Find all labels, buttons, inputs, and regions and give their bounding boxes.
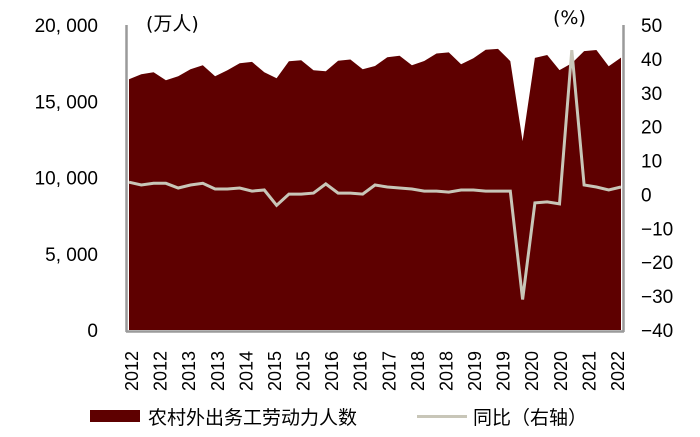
legend-label-workers: 农村外出务工劳动力人数	[148, 406, 358, 429]
area-swatch-icon	[90, 410, 140, 422]
right-axis-ticks: 50 40 30 20 10 0 −10 −20 −30 −40	[641, 16, 673, 342]
right-axis-tick-label: 20	[641, 118, 662, 139]
x-axis-tick-label: 2019	[465, 351, 485, 391]
x-axis-tick-label: 2018	[437, 351, 457, 391]
x-axis-tick-label: 2016	[322, 351, 342, 391]
x-axis-tick-label: 2017	[379, 351, 399, 391]
x-axis-tick-label: 2021	[579, 351, 599, 391]
legend-item-workers: 农村外出务工劳动力人数	[90, 403, 357, 430]
left-axis-tick-label: 10, 000	[35, 169, 98, 190]
legend: 农村外出务工劳动力人数 同比（右轴）	[90, 402, 647, 430]
yoy-line	[128, 49, 622, 300]
right-axis-tick-label: −10	[641, 219, 673, 240]
right-axis-tick-label: −30	[641, 287, 673, 308]
x-axis-tick-label: 2016	[351, 351, 371, 391]
x-axis-tick-label: 2022	[608, 351, 628, 391]
right-axis-tick-label: 30	[641, 84, 662, 105]
x-axis-tick-label: 2015	[265, 351, 285, 391]
left-axis-tick-label: 5, 000	[45, 245, 98, 266]
x-axis-ticks: 2012 2012 2013 2013 2014 2015 2015 2016 2016 2017…	[122, 351, 628, 391]
x-axis-tick-label: 2018	[408, 351, 428, 391]
left-axis-tick-label: 0	[87, 321, 98, 342]
x-axis-tick-label: 2020	[522, 351, 542, 391]
right-axis-tick-label: 50	[641, 16, 662, 37]
left-axis-tick-label: 15, 000	[35, 92, 98, 113]
line-swatch-icon	[417, 414, 468, 418]
x-axis-tick-label: 2020	[551, 351, 571, 391]
migrant-workers-area	[129, 48, 621, 331]
left-axis-tick-label: 20, 000	[35, 16, 98, 37]
left-axis-ticks: 20, 000 15, 000 10, 000 5, 000 0	[35, 16, 98, 342]
x-axis-tick-label: 2013	[179, 351, 199, 391]
left-axis-unit-label: (万人)	[146, 13, 199, 35]
right-axis-tick-label: 40	[641, 50, 662, 71]
legend-label-yoy: 同比（右轴）	[473, 406, 588, 429]
plot-area	[128, 48, 622, 331]
x-axis-tick-label: 2019	[494, 351, 514, 391]
right-axis-unit-label: (%)	[553, 7, 586, 29]
right-axis-tick-label: 0	[641, 185, 652, 206]
x-axis-tick-label: 2014	[236, 351, 256, 391]
x-axis-tick-label: 2012	[151, 351, 171, 391]
right-axis-tick-label: −20	[641, 253, 673, 274]
x-axis-tick-label: 2012	[122, 351, 142, 391]
right-axis-tick-label: 10	[641, 152, 662, 173]
right-axis-tick-label: −40	[641, 321, 673, 342]
x-axis-tick-label: 2013	[208, 351, 228, 391]
legend-item-yoy: 同比（右轴）	[417, 403, 587, 430]
x-axis-tick-label: 2015	[294, 351, 314, 391]
